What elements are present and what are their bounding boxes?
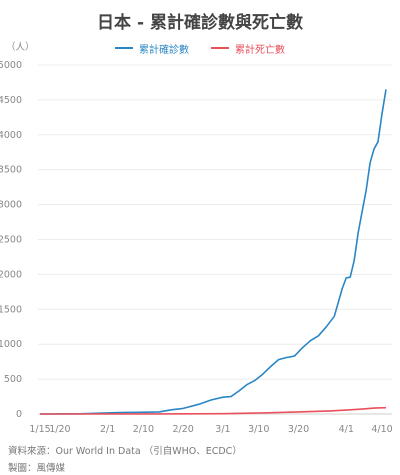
y-tick-label: 2000 (0, 269, 22, 280)
series-line-deaths (39, 406, 387, 415)
x-tick-label: 4/1 (339, 424, 354, 435)
x-tick-label: 3/10 (248, 424, 269, 435)
y-tick-label: 5000 (0, 60, 22, 71)
credit-note: 製圖：風傳媒 (8, 463, 66, 474)
x-tick-label: 2/1 (100, 424, 115, 435)
legend-label-deaths: 累計死亡數 (235, 44, 285, 56)
x-tick-label: 2/10 (133, 424, 154, 435)
y-tick-label: 3000 (0, 200, 22, 211)
legend-item-confirmed: 累計確診數 (115, 41, 189, 56)
y-tick-label: 3500 (0, 165, 22, 176)
x-tick-label: 1/20 (49, 424, 70, 435)
legend-swatch-confirmed (115, 47, 133, 49)
chart-title: 日本 - 累計確診數與死亡數 (97, 13, 303, 33)
source-note: 資料來源：Our World In Data （引自WHO、ECDC） (8, 446, 242, 457)
y-tick-label: 0 (16, 409, 22, 420)
x-tick-label: 3/1 (215, 424, 230, 435)
legend-swatch-deaths (211, 47, 229, 49)
x-tick-label: 1/15 (29, 424, 50, 435)
x-axis-ticks: 1/151/20 2/1 2/10 2/20 3/1 3/10 3/20 4/1 4/10 (29, 424, 392, 435)
x-tick-label: 4/10 (371, 424, 392, 435)
series-lines (39, 89, 387, 415)
y-tick-label: 4000 (0, 130, 22, 141)
grid (38, 64, 392, 415)
y-tick-label: 2500 (0, 235, 22, 246)
series-line-confirmed (39, 89, 387, 415)
y-tick-label: 4500 (0, 95, 22, 106)
legend-item-deaths: 累計死亡數 (211, 41, 285, 56)
y-tick-label: 1500 (0, 304, 22, 315)
y-axis-ticks: 0 500 1000 1500 2000 2500 3000 3500 4000 4500 5000 (0, 60, 22, 420)
y-unit-label: （人） (6, 41, 35, 53)
y-tick-label: 1000 (0, 339, 22, 350)
x-tick-label: 2/20 (173, 424, 194, 435)
y-tick-label: 500 (4, 374, 22, 385)
legend: 累計確診數 累計死亡數 (0, 40, 400, 56)
x-tick-label: 3/20 (288, 424, 309, 435)
legend-label-confirmed: 累計確診數 (139, 44, 189, 56)
